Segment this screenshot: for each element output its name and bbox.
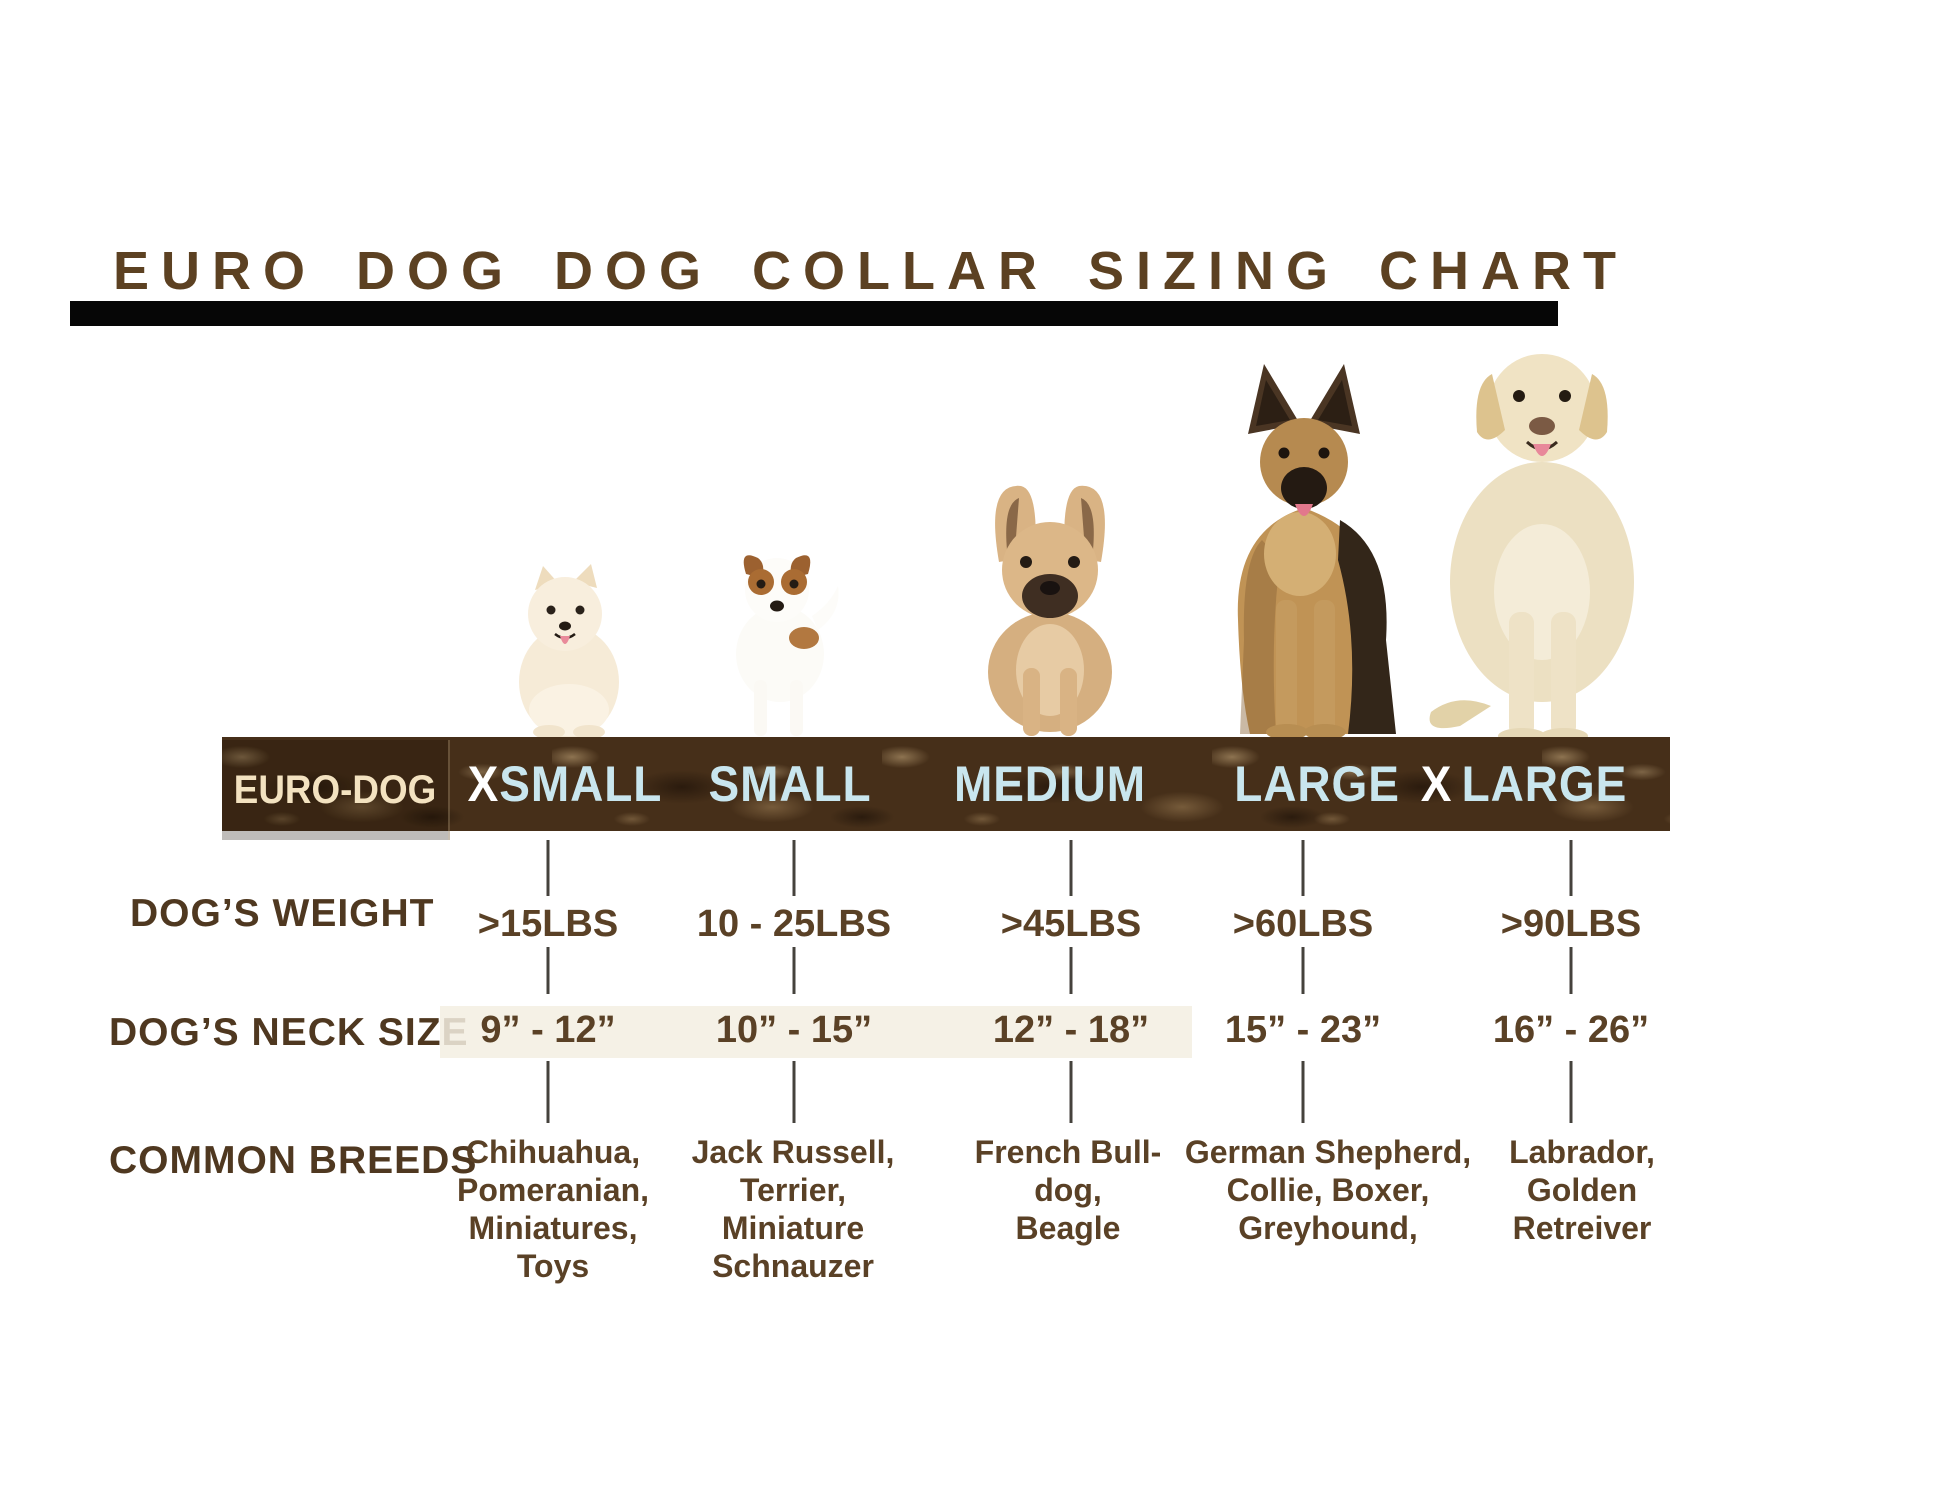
column-dash: [546, 1061, 550, 1123]
neck-value-small: 10” - 15”: [715, 1009, 873, 1051]
size-label-text: LARGE: [1461, 756, 1628, 812]
size-banner: EURO-DOG: [222, 737, 1670, 840]
breeds-small: Jack Russell, Terrier, Miniature Schnauz…: [691, 1134, 895, 1284]
brand-panel: EURO-DOG: [222, 740, 450, 840]
pomeranian-illustration: [519, 564, 619, 739]
breeds-large: German Shepherd, Collie, Boxer, Greyhoun…: [1184, 1134, 1472, 1246]
column-dash: [792, 1061, 796, 1123]
column-dash: [1569, 840, 1573, 896]
size-label-small: SMALL: [708, 737, 871, 831]
row-label-common-breeds: COMMON BREEDS: [109, 1139, 478, 1182]
neck-row-highlight-band: [440, 1006, 1192, 1058]
size-label-text: LARGE: [1234, 756, 1400, 812]
size-label-text: MEDIUM: [953, 756, 1147, 812]
row-label-weight: DOG’S WEIGHT: [130, 892, 435, 935]
size-label-large: LARGE: [1234, 737, 1400, 831]
column-dash: [1069, 1061, 1073, 1123]
column-dash: [1301, 1061, 1305, 1123]
column-dash: [1069, 947, 1073, 994]
brand-label: EURO-DOG: [233, 767, 437, 812]
neck-value-xlarge: 16” - 26”: [1492, 1009, 1650, 1051]
column-dash: [546, 947, 550, 994]
column-dash: [1069, 840, 1073, 896]
weight-value-xsmall: >15LBS: [477, 903, 619, 945]
title-underline-bar: [70, 301, 1558, 326]
dog-photo-french-bulldog: [955, 470, 1145, 740]
jack-russell-illustration: [736, 555, 839, 736]
column-dash: [792, 840, 796, 896]
weight-value-xlarge: >90LBS: [1500, 903, 1642, 945]
size-label-text: SMALL: [708, 756, 872, 812]
breeds-xlarge: Labrador, Golden Retreiver: [1509, 1134, 1655, 1246]
dog-photo-german-shepherd: [1190, 358, 1418, 740]
size-label-medium: MEDIUM: [954, 737, 1146, 831]
french-bulldog-illustration: [988, 485, 1112, 736]
dog-photo-labrador: [1415, 330, 1670, 744]
column-dash: [546, 840, 550, 896]
dog-photo-jack-russell: [698, 532, 856, 740]
page-title: EURO DOG DOG COLLAR SIZING CHART: [113, 241, 1628, 301]
size-label-text: SMALL: [499, 756, 663, 812]
column-dash: [1569, 1061, 1573, 1123]
column-dash: [1301, 840, 1305, 896]
neck-value-medium: 12” - 18”: [992, 1009, 1150, 1051]
row-label-neck-size: DOG’S NECK SIZE: [109, 1011, 469, 1054]
labrador-illustration: [1429, 354, 1634, 744]
column-dash: [1301, 947, 1305, 994]
column-dash: [792, 947, 796, 994]
size-x-prefix: X: [1420, 756, 1453, 812]
weight-value-medium: >45LBS: [1000, 903, 1142, 945]
weight-value-large: >60LBS: [1232, 903, 1374, 945]
size-label-xsmall: X SMALL: [468, 737, 663, 831]
column-dash: [1569, 947, 1573, 994]
size-label-xlarge: X LARGE: [1421, 737, 1627, 831]
neck-value-large: 15” - 23”: [1224, 1009, 1382, 1051]
german-shepherd-illustration: [1237, 364, 1396, 740]
weight-value-small: 10 - 25LBS: [696, 903, 892, 945]
size-x-prefix: X: [467, 756, 500, 812]
breeds-xsmall: Chihuahua, Pomeranian, Miniatures, Toys: [456, 1134, 650, 1284]
dog-photo-pomeranian: [505, 560, 633, 740]
breeds-medium: French Bull- dog, Beagle: [974, 1134, 1162, 1246]
neck-value-xsmall: 9” - 12”: [480, 1009, 616, 1051]
